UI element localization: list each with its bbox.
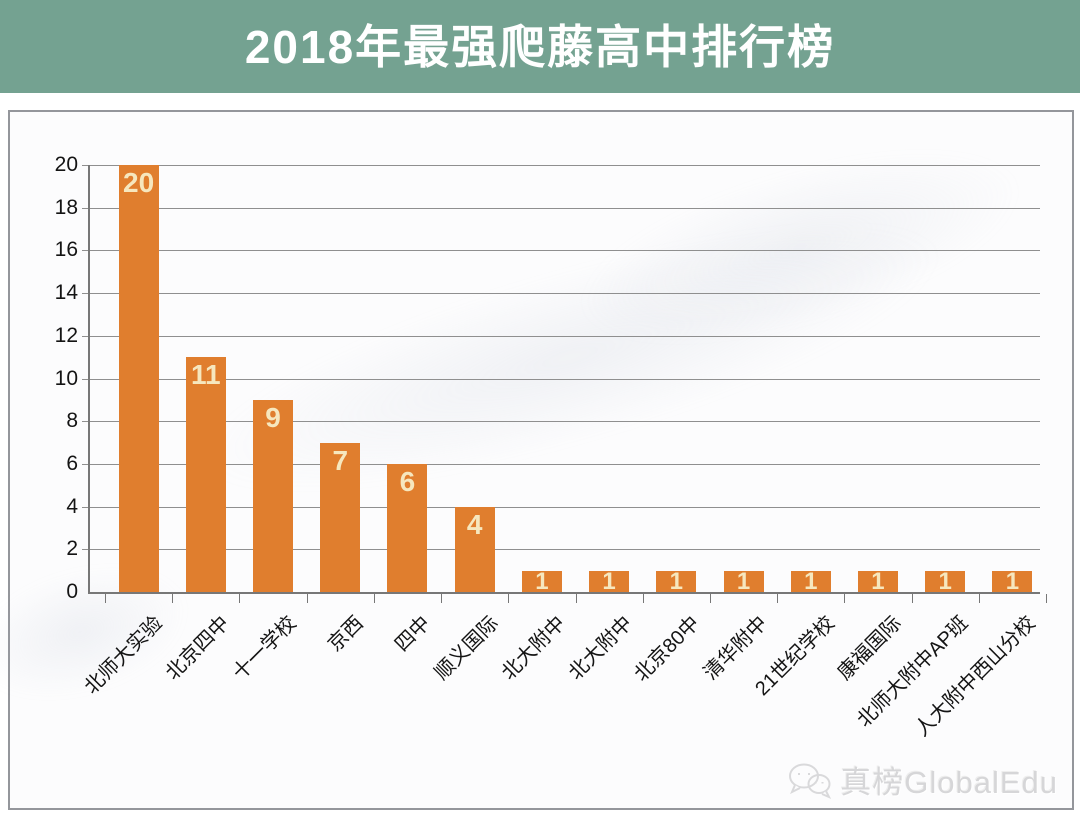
bar-chart-plot-area: 0 2 4 6 8 10 12 14 16 18 20 20 北师大实验 11 北京四中 9 十一学校 7 京西 6 四… [10, 112, 1072, 808]
gridline-y-12 [82, 335, 1040, 337]
x-axis-category-label: 四中 [391, 612, 436, 657]
bar-value-label: 7 [332, 444, 349, 476]
x-axis-category-label: 北京80中 [630, 612, 705, 686]
bar-value-label: 11 [191, 359, 221, 391]
gridline-y-10 [82, 378, 1040, 380]
x-axis-tick [911, 594, 913, 603]
x-axis-category-label: 十一学校 [228, 612, 301, 685]
bar-value-label: 1 [1005, 567, 1020, 595]
bar-十一学校: 9 [253, 399, 294, 592]
x-axis-tick [105, 594, 106, 603]
brand-watermark-text: 真榜GlobalEdu [840, 765, 1058, 800]
y-axis-tick-label: 2 [66, 537, 78, 561]
bar-康福国际: 1 [857, 567, 898, 595]
bar-北师大实验: 20 [118, 165, 159, 592]
y-axis-line [88, 165, 90, 594]
gridline-y-14 [82, 293, 1040, 295]
chart-frame: 0 2 4 6 8 10 12 14 16 18 20 20 北师大实验 11 北京四中 9 十一学校 7 京西 6 四… [0, 110, 1074, 810]
bar-顺义国际: 4 [454, 506, 495, 592]
y-axis-tick-label: 6 [66, 451, 78, 475]
bar-清华附中: 1 [723, 567, 764, 595]
y-axis-tick-label: 10 [54, 366, 78, 390]
y-axis-tick-label: 8 [66, 409, 78, 433]
x-axis-tick [239, 594, 241, 603]
x-axis-tick [844, 594, 846, 603]
bar-value-label: 1 [535, 567, 549, 595]
gridline-y-4 [82, 506, 1040, 508]
bar-value-label: 4 [466, 508, 483, 540]
bar-京西: 7 [320, 442, 361, 592]
bar-北京四中: 11 [185, 357, 226, 592]
wechat-icon [789, 763, 832, 799]
x-axis-category-label: 北师大实验 [80, 612, 167, 699]
x-axis-tick [373, 594, 375, 603]
y-axis-tick-label: 14 [54, 281, 78, 305]
gridline-y-18 [82, 207, 1040, 209]
x-axis-category-label: 北京四中 [161, 612, 234, 685]
bar-北师大附中AP班: 1 [925, 567, 966, 595]
bar-value-label: 1 [602, 567, 616, 595]
bar-value-label: 20 [123, 167, 155, 198]
y-axis-tick-label: 18 [54, 195, 78, 219]
bar-value-label: 1 [669, 567, 683, 595]
bar-人大附中西山分校: 1 [992, 567, 1033, 595]
gridline-y-2 [82, 549, 1040, 551]
bar-四中: 6 [387, 463, 428, 592]
gridline-y-8 [82, 421, 1040, 423]
bar-北京80中: 1 [656, 567, 697, 595]
x-axis-category-label: 人大附中西山分校 [911, 612, 1041, 741]
x-axis-tick [777, 594, 779, 603]
x-axis-tick [172, 594, 174, 603]
x-axis-category-label: 京西 [324, 612, 369, 657]
gridline-y-20 [82, 165, 1040, 166]
bar-value-label: 9 [265, 401, 281, 433]
x-axis-tick [642, 594, 644, 603]
bar-value-label: 6 [399, 465, 416, 497]
brand-watermark: 真榜GlobalEdu [786, 757, 1058, 802]
page-title: 2018年最强爬藤高中排行榜 [244, 21, 836, 73]
y-axis-tick-label: 20 [54, 153, 78, 176]
y-axis-tick-label: 12 [54, 323, 78, 347]
bar-value-label: 1 [804, 567, 818, 595]
x-axis-tick [441, 594, 443, 603]
bar-北大附中: 1 [521, 567, 562, 595]
x-axis-category-label: 北大附中 [497, 612, 570, 685]
y-axis-tick-label: 4 [66, 494, 78, 518]
bar-value-label: 1 [871, 567, 885, 595]
gridline-y-16 [82, 250, 1040, 252]
x-axis-category-label: 顺义国际 [430, 612, 503, 685]
x-axis-tick [575, 594, 577, 603]
x-axis-tick [1046, 594, 1047, 603]
x-axis-tick [306, 594, 308, 603]
x-axis-tick [508, 594, 510, 603]
bar-value-label: 1 [938, 567, 952, 595]
bar-21世纪学校: 1 [790, 567, 831, 595]
bar-value-label: 1 [736, 567, 751, 595]
y-axis-tick-label: 16 [54, 238, 78, 262]
x-axis-category-label: 北大附中 [564, 612, 637, 685]
x-axis-line [88, 592, 1040, 594]
gridline-y-6 [82, 463, 1040, 465]
y-axis-tick-label: 0 [66, 580, 78, 603]
x-axis-tick [709, 594, 711, 603]
bar-北大附中: 1 [589, 567, 630, 595]
x-axis-tick [978, 594, 980, 603]
title-band: 2018年最强爬藤高中排行榜 [0, 0, 1080, 93]
